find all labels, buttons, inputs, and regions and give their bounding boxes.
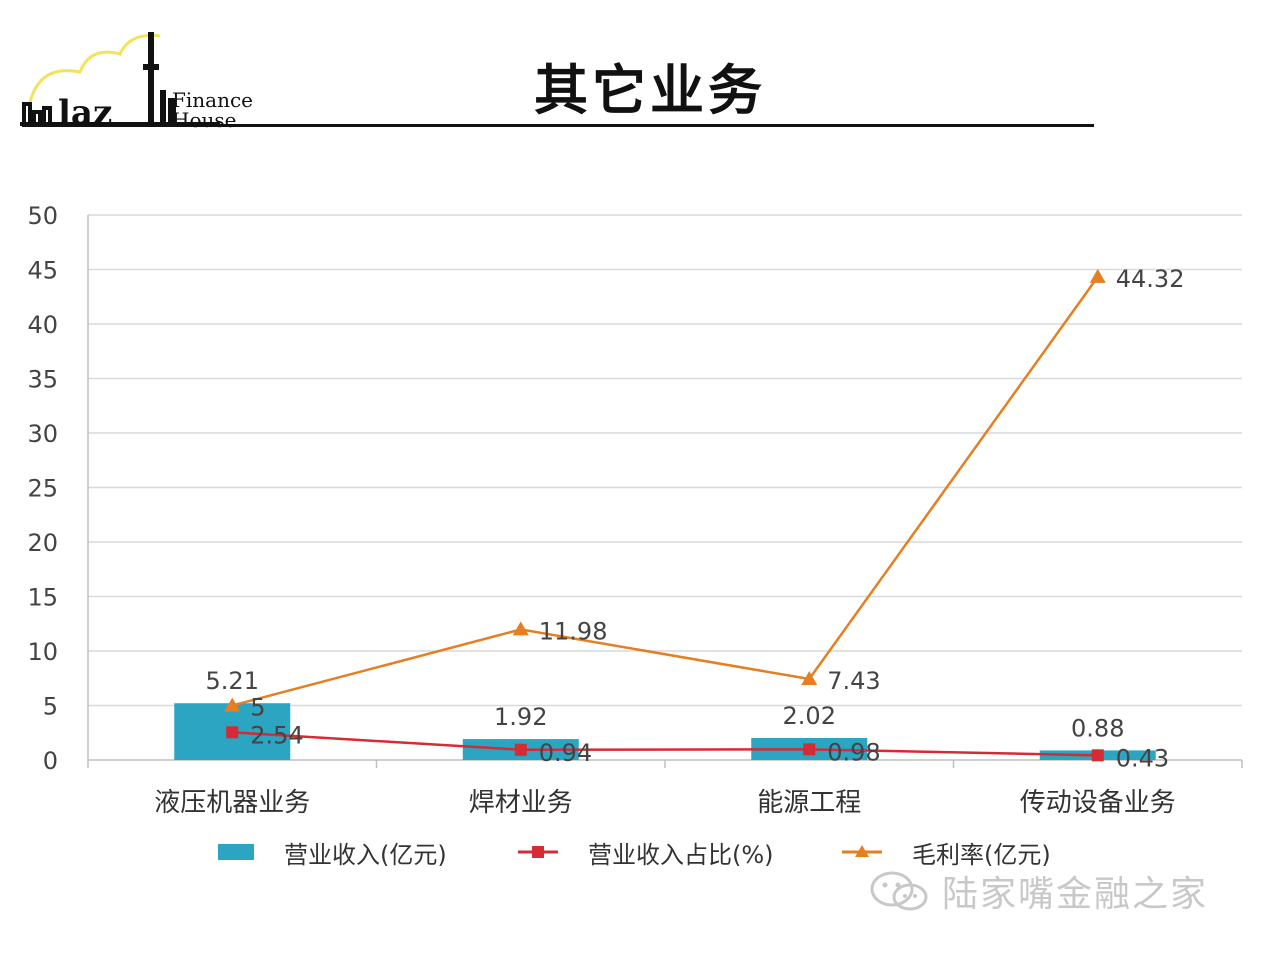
y-tick-label: 45 (27, 257, 58, 285)
line-margin (231, 276, 1099, 707)
legend-item-share: 营业收入占比(%) (518, 830, 774, 874)
y-tick-label: 20 (27, 529, 58, 557)
bar-data-label: 0.88 (1071, 714, 1124, 742)
legend-label-revenue: 营业收入(亿元) (284, 840, 447, 869)
legend-item-revenue: 营业收入(亿元) (218, 830, 447, 874)
x-category-label: 能源工程 (757, 788, 861, 818)
bar-data-label: 2.02 (783, 702, 836, 730)
legend-swatch-bar (218, 844, 254, 860)
x-category-label: 液压机器业务 (154, 788, 310, 818)
legend-swatch-square-line (518, 846, 558, 858)
margin-marker (801, 671, 818, 686)
margin-data-label: 5 (250, 694, 265, 722)
y-tick-label: 35 (27, 366, 58, 394)
slide-title: 其它业务 (534, 59, 766, 122)
share-marker (803, 743, 816, 756)
y-tick-label: 50 (27, 202, 58, 230)
legend-label-margin: 毛利率(亿元) (912, 840, 1051, 869)
legend-item-margin: 毛利率(亿元) (842, 830, 1051, 874)
bar-data-label: 1.92 (494, 703, 547, 731)
watermark: 陆家嘴金融之家 (868, 866, 1208, 916)
y-tick-label: 0 (43, 747, 58, 775)
margin-data-label: 44.32 (1116, 265, 1185, 293)
margin-marker (224, 697, 241, 712)
y-tick-label: 30 (27, 420, 58, 448)
chart-legend: 营业收入(亿元) 营业收入占比(%) 毛利率(亿元) (0, 830, 1276, 874)
y-tick-label: 40 (27, 311, 58, 339)
margin-marker (1089, 268, 1106, 283)
x-category-label: 传动设备业务 (1020, 788, 1176, 818)
legend-label-share: 营业收入占比(%) (588, 840, 774, 869)
margin-marker (512, 621, 529, 636)
y-tick-label: 5 (43, 693, 58, 721)
wechat-icon (870, 871, 928, 911)
title-divider (22, 124, 1094, 127)
share-marker (226, 726, 239, 739)
share-data-label: 2.54 (250, 721, 303, 749)
share-data-label: 0.98 (827, 738, 880, 766)
watermark-text: 陆家嘴金融之家 (942, 874, 1209, 915)
bar-data-label: 5.21 (206, 667, 259, 695)
margin-data-label: 11.98 (539, 617, 608, 645)
y-tick-label: 15 (27, 584, 58, 612)
line-share (232, 731, 1098, 757)
share-marker (1091, 749, 1104, 762)
x-category-label: 焊材业务 (469, 788, 573, 818)
y-tick-label: 10 (27, 638, 58, 666)
share-marker (514, 743, 527, 756)
legend-swatch-triangle-line (842, 845, 882, 857)
share-data-label: 0.43 (1116, 744, 1169, 772)
share-data-label: 0.94 (539, 739, 592, 767)
y-tick-label: 25 (27, 475, 58, 503)
margin-data-label: 7.43 (827, 667, 880, 695)
